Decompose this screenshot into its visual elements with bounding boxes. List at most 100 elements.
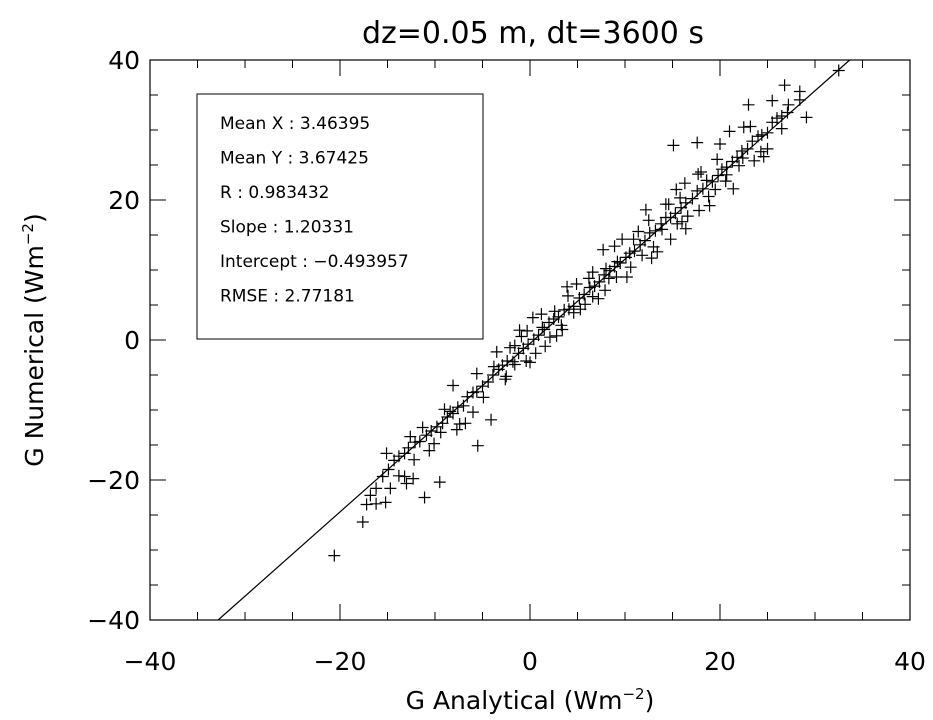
data-point: [434, 426, 447, 439]
data-point: [754, 145, 767, 158]
stats-line: Mean X : 3.46395: [220, 114, 370, 134]
data-point: [467, 406, 479, 419]
data-point: [555, 319, 568, 332]
data-point: [360, 498, 373, 511]
data-point: [513, 324, 526, 337]
data-point: [636, 249, 649, 262]
data-point: [543, 331, 556, 344]
data-point: [586, 266, 599, 279]
data-point: [561, 280, 574, 293]
data-point: [453, 418, 466, 430]
data-point: [599, 284, 612, 297]
data-point: [416, 421, 429, 434]
data-point: [639, 203, 652, 216]
data-point: [632, 225, 645, 238]
data-point: [538, 323, 551, 336]
data-point: [675, 201, 688, 214]
stats-line: Slope : 1.20331: [220, 218, 354, 238]
data-point: [520, 355, 533, 367]
data-point: [486, 369, 499, 381]
data-point: [610, 271, 623, 283]
data-point: [392, 469, 405, 482]
data-point: [623, 247, 636, 260]
data-point: [720, 168, 733, 181]
data-point: [418, 491, 431, 504]
data-point: [602, 272, 615, 285]
y-tick-label: −20: [87, 466, 140, 495]
x-tick-label: 0: [522, 647, 538, 676]
data-point: [450, 423, 463, 436]
data-point: [521, 324, 534, 337]
data-point: [737, 121, 750, 134]
data-point: [800, 111, 813, 124]
y-axis-label: G Numerical (Wm−2): [19, 213, 49, 467]
data-point: [328, 549, 341, 562]
x-tick-label: 20: [704, 647, 736, 676]
stats-line: RMSE : 2.77181: [220, 287, 355, 307]
data-point: [686, 192, 699, 205]
data-point: [529, 347, 542, 360]
data-point: [642, 214, 655, 227]
data-point: [678, 177, 691, 190]
data-point: [616, 233, 629, 246]
data-point: [490, 345, 503, 358]
data-point: [676, 215, 688, 228]
data-point: [766, 94, 779, 107]
data-point: [407, 472, 420, 485]
data-point: [723, 125, 736, 138]
data-point: [693, 204, 706, 217]
data-point: [423, 444, 436, 457]
data-point: [691, 136, 704, 149]
data-point: [670, 183, 683, 196]
data-point: [775, 122, 788, 135]
data-point: [761, 142, 774, 155]
data-point: [741, 142, 754, 155]
data-point: [500, 370, 513, 383]
data-point: [356, 516, 369, 528]
data-point: [702, 190, 715, 203]
y-tick-label: −40: [87, 606, 140, 635]
data-point: [404, 430, 417, 443]
data-point: [515, 330, 528, 343]
y-tick-label: 40: [108, 46, 140, 75]
data-point: [695, 166, 707, 178]
data-point: [664, 233, 677, 246]
data-point: [379, 496, 392, 509]
data-point: [659, 198, 672, 211]
data-points: [328, 64, 845, 562]
data-point: [380, 447, 393, 460]
data-point: [681, 210, 694, 223]
data-point: [447, 407, 460, 420]
data-point: [384, 482, 397, 495]
data-point: [744, 120, 757, 133]
data-point: [757, 150, 770, 163]
stats-lines: Mean X : 3.46395 Mean Y : 3.67425 R : 0.98…: [220, 114, 409, 307]
data-point: [574, 303, 587, 316]
data-point: [398, 470, 411, 483]
data-point: [731, 151, 744, 164]
data-point: [548, 305, 561, 318]
data-point: [608, 240, 621, 253]
x-tick-label: −40: [124, 647, 177, 676]
data-point: [562, 289, 574, 302]
data-point: [679, 196, 692, 209]
data-point: [671, 217, 684, 230]
data-point: [436, 417, 449, 430]
data-point: [582, 272, 595, 285]
data-point: [669, 207, 682, 220]
y-tick-label: 20: [108, 186, 140, 215]
regression-line: [217, 59, 851, 621]
data-point: [638, 234, 651, 247]
data-point: [679, 222, 692, 235]
data-point: [370, 482, 383, 495]
data-point: [499, 373, 512, 386]
data-point: [550, 329, 563, 342]
data-point: [742, 98, 755, 111]
data-point: [400, 477, 413, 490]
data-point: [447, 379, 460, 392]
axis-ticks: [149, 59, 911, 621]
data-point: [376, 470, 389, 483]
data-point: [748, 154, 761, 167]
data-point: [696, 182, 709, 195]
